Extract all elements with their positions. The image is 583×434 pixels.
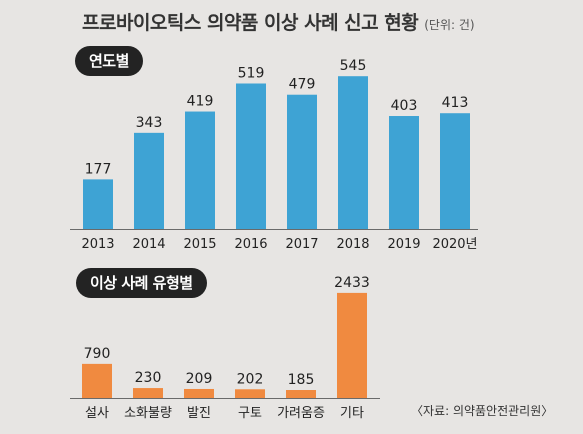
year-value-label: 479: [289, 77, 316, 93]
year-value-label: 177: [85, 161, 112, 177]
section-label-by-type: 이상 사례 유형별: [76, 268, 207, 298]
type-bar: [286, 390, 316, 398]
year-bar: [287, 94, 317, 230]
year-value-label: 419: [187, 94, 214, 110]
year-category-label: 2013: [81, 237, 114, 252]
year-category-label: 2019: [387, 237, 420, 252]
year-bar: [83, 179, 113, 229]
source-note: 〈자료: 의약품안전관리원〉: [411, 404, 554, 418]
year-value-label: 403: [391, 98, 418, 114]
year-value-label: 545: [340, 58, 367, 74]
section-label-by-year: 연도별: [75, 46, 143, 76]
year-category-label: 2016: [234, 237, 267, 252]
year-category-label: 2018: [336, 237, 369, 252]
type-bar: [82, 363, 112, 398]
chart-title: 프로바이오틱스 의약품 이상 사례 신고 현황 (단위: 건): [82, 8, 475, 35]
year-bar: [185, 111, 215, 229]
year-category-label: 2020년: [432, 237, 477, 252]
type-category-label: 소화불량: [124, 406, 172, 421]
type-category-label: 발진: [187, 406, 211, 421]
year-category-label: 2015: [183, 237, 216, 252]
year-bar: [338, 76, 368, 230]
type-bar: [337, 292, 367, 398]
unit-label: (단위: 건): [424, 18, 475, 32]
year-bar: [389, 116, 419, 229]
type-category-label: 가려움증: [277, 406, 325, 421]
year-category-label: 2014: [132, 237, 165, 252]
type-value-label: 2433: [334, 275, 370, 291]
year-bar: [236, 83, 266, 229]
type-category-label: 구토: [238, 406, 262, 421]
year-category-label: 2017: [285, 237, 318, 252]
year-value-label: 413: [442, 95, 469, 111]
type-value-label: 230: [135, 370, 162, 386]
type-category-label: 설사: [85, 406, 109, 421]
year-bar: [440, 113, 470, 229]
type-category-label: 기타: [340, 406, 364, 421]
type-value-label: 209: [186, 371, 213, 387]
type-value-label: 202: [237, 371, 264, 387]
year-value-label: 519: [238, 65, 265, 81]
type-bar: [133, 388, 163, 398]
title-text: 프로바이오틱스 의약품 이상 사례 신고 현황: [82, 12, 419, 34]
type-value-label: 790: [84, 346, 111, 362]
type-bar: [235, 389, 265, 398]
type-value-label: 185: [288, 372, 315, 388]
type-bar: [184, 388, 214, 398]
year-bar: [134, 132, 164, 229]
year-value-label: 343: [136, 115, 163, 131]
